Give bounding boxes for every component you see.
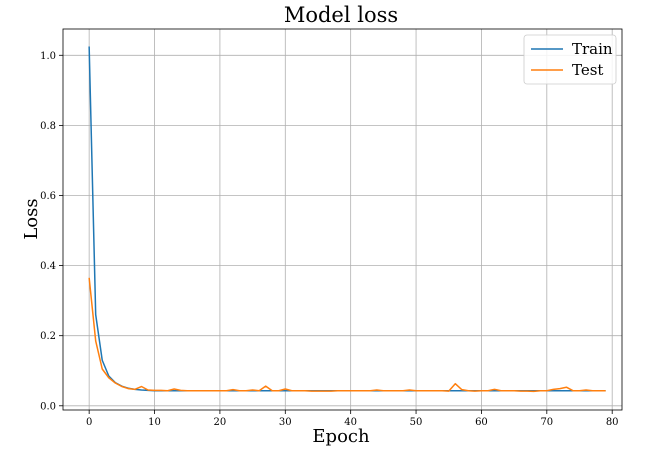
series-line-test — [88, 277, 606, 393]
x-tick-label: 60 — [475, 417, 488, 428]
legend: Train Test — [523, 34, 617, 85]
y-axis-label: Loss — [21, 198, 42, 239]
legend-label-test: Test — [572, 61, 603, 79]
x-tick-label: 0 — [86, 417, 92, 428]
plot-frame — [62, 28, 623, 411]
legend-box — [523, 34, 617, 85]
y-tick-label: 0.2 — [40, 331, 56, 342]
x-tick-label: 10 — [148, 417, 161, 428]
series-layer — [88, 46, 606, 393]
x-tick-label: 30 — [279, 417, 292, 428]
y-tick-label: 0.4 — [40, 261, 56, 272]
x-tick-label: 70 — [540, 417, 553, 428]
series-line-train — [88, 46, 606, 392]
x-tick-label: 40 — [344, 417, 357, 428]
x-tick-label: 80 — [606, 417, 619, 428]
x-axis-label: Epoch — [312, 426, 370, 447]
grid-layer — [63, 29, 622, 410]
y-tick-label: 0.6 — [40, 191, 56, 202]
tick-layer: 0 10 20 30 40 50 60 70 80 0.0 0.2 0.4 0.6 0.8 1.0 — [40, 51, 618, 428]
x-tick-label: 50 — [410, 417, 423, 428]
y-tick-label: 0.0 — [40, 401, 56, 412]
y-tick-label: 0.8 — [40, 121, 56, 132]
x-tick-label: 20 — [214, 417, 227, 428]
chart-title: Model loss — [284, 3, 398, 27]
legend-label-train: Train — [572, 40, 613, 58]
y-tick-label: 1.0 — [40, 51, 56, 62]
